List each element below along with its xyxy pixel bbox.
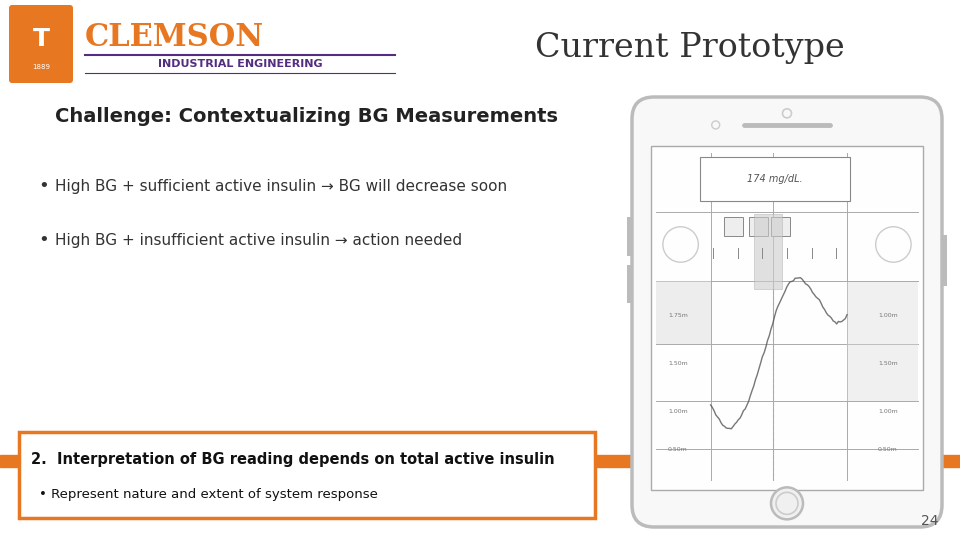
Bar [656,281,710,345]
Text: 1.50m: 1.50m [878,361,898,366]
Bar [0,455,413,467]
Bar [700,157,850,201]
Bar [749,217,768,236]
Bar [19,432,595,518]
Text: High BG + insufficient active insulin → action needed: High BG + insufficient active insulin → … [55,233,462,248]
Bar [847,282,918,401]
Text: 174 mg/dL.: 174 mg/dL. [747,174,803,184]
Text: 1889: 1889 [32,64,50,70]
Circle shape [771,487,803,519]
Text: 1.00m: 1.00m [668,409,687,414]
Bar [942,234,947,286]
Text: •: • [38,231,49,249]
Text: CLEMSON: CLEMSON [85,23,264,53]
Bar [724,217,743,236]
Text: High BG + sufficient active insulin → BG will decrease soon: High BG + sufficient active insulin → BG… [55,179,507,194]
Text: • Represent nature and extent of system response: • Represent nature and extent of system … [39,488,378,501]
Text: 0.50m: 0.50m [878,447,898,451]
Text: •: • [38,177,49,195]
Text: T: T [33,27,50,51]
Text: 1.50m: 1.50m [668,361,687,366]
Text: 0.50m: 0.50m [668,447,687,451]
FancyBboxPatch shape [9,5,73,83]
Text: 1.75m: 1.75m [668,313,687,318]
Text: 1.00m: 1.00m [878,409,898,414]
Bar [627,218,632,256]
Text: INDUSTRIAL ENGINEERING: INDUSTRIAL ENGINEERING [157,59,323,69]
Text: Challenge: Contextualizing BG Measurements: Challenge: Contextualizing BG Measuremen… [55,106,558,126]
Circle shape [776,492,798,514]
Text: 1.00m: 1.00m [878,313,898,318]
Bar [755,213,781,289]
FancyBboxPatch shape [632,97,942,527]
Text: Current Prototype: Current Prototype [535,32,845,64]
Bar [422,455,960,467]
Bar [651,146,924,490]
Text: 2.  Interpretation of BG reading depends on total active insulin: 2. Interpretation of BG reading depends … [31,452,555,467]
Bar [771,217,790,236]
Bar [627,265,632,303]
Text: 24: 24 [921,514,938,528]
